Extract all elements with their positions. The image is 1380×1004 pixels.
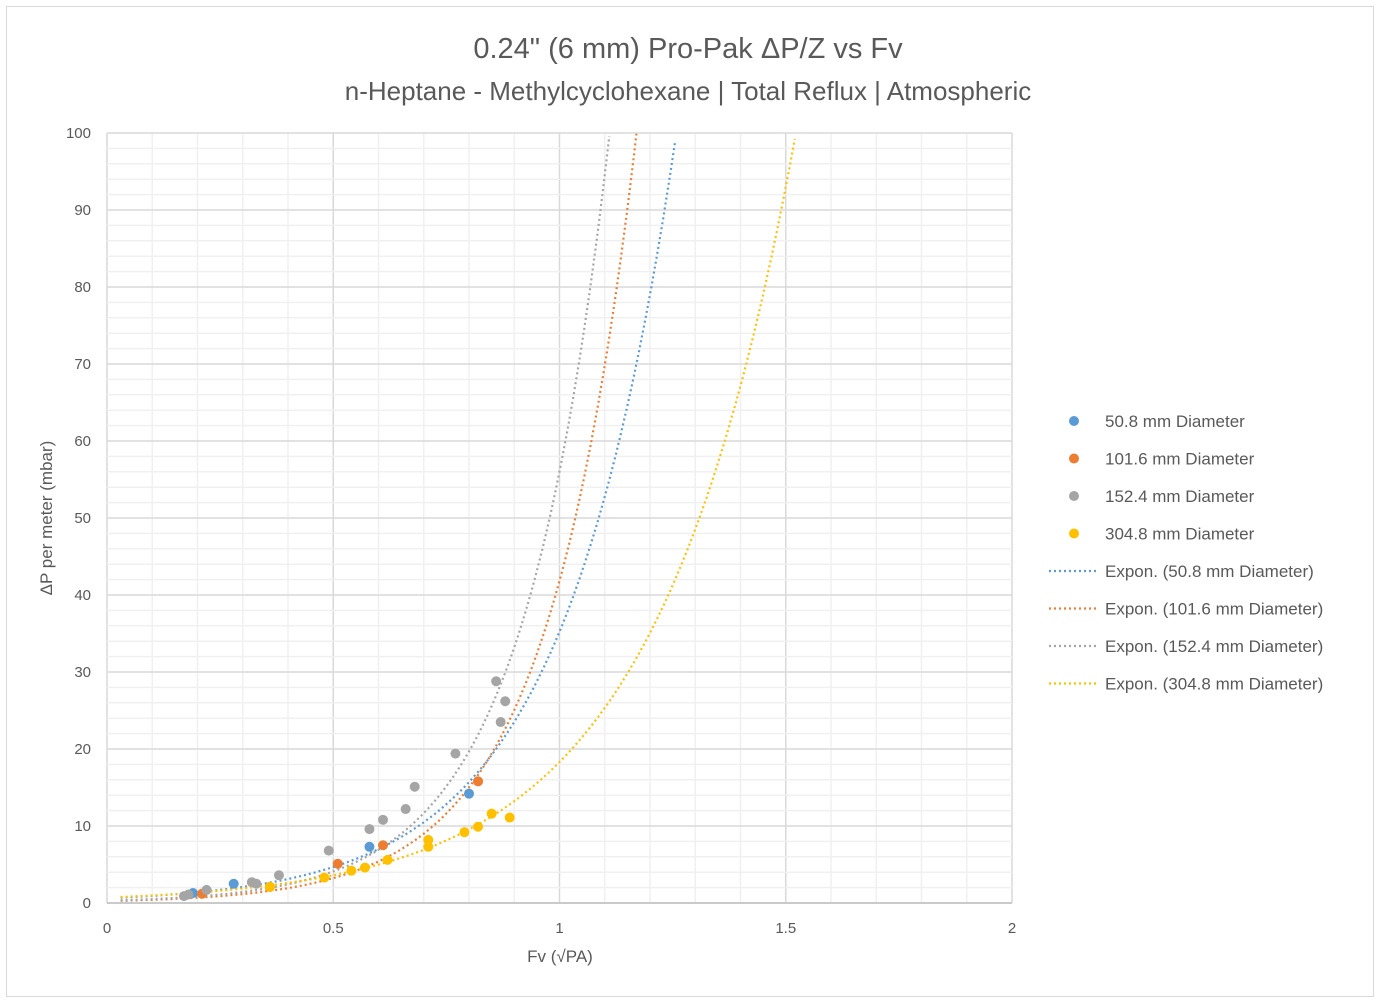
data-point: [459, 827, 470, 838]
y-tick-label: 20: [74, 741, 91, 758]
x-tick-label: 2: [1008, 920, 1016, 937]
data-point: [359, 862, 370, 873]
legend-label: 101.6 mm Diameter: [1105, 450, 1255, 469]
legend-marker: [1069, 491, 1079, 501]
data-point: [409, 781, 420, 792]
y-tick-label: 100: [66, 125, 91, 142]
y-tick-label: 70: [74, 356, 91, 373]
data-point: [486, 808, 497, 819]
y-tick-label: 80: [74, 279, 91, 296]
legend-label: 152.4 mm Diameter: [1105, 487, 1255, 506]
data-point: [183, 889, 194, 900]
data-point: [473, 821, 484, 832]
y-tick-label: 90: [74, 202, 91, 219]
data-point: [500, 696, 511, 707]
data-point: [201, 884, 212, 895]
legend-label: Expon. (101.6 mm Diameter): [1105, 600, 1323, 619]
data-point: [504, 812, 515, 823]
data-point: [323, 845, 334, 856]
data-point: [491, 676, 502, 687]
trendline: [120, 142, 676, 899]
legend-label: 304.8 mm Diameter: [1105, 525, 1255, 544]
legend-label: 50.8 mm Diameter: [1105, 412, 1245, 431]
data-point: [251, 878, 262, 889]
data-point: [378, 814, 389, 825]
data-points: [178, 676, 515, 902]
x-axis-label: Fv (√PA): [527, 947, 593, 966]
legend-marker: [1069, 528, 1079, 539]
legend-label: Expon. (304.8 mm Diameter): [1105, 675, 1323, 694]
trendline: [120, 133, 638, 902]
data-point: [273, 870, 284, 881]
y-axis-label: ΔP per meter (mbar): [37, 441, 56, 596]
data-point: [264, 881, 275, 892]
chart-title: 0.24" (6 mm) Pro-Pak ΔP/Z vs Fv: [473, 33, 903, 65]
legend-label: Expon. (50.8 mm Diameter): [1105, 562, 1314, 581]
y-tick-label: 0: [83, 895, 91, 912]
data-point: [364, 824, 375, 835]
legend-label: Expon. (152.4 mm Diameter): [1105, 637, 1323, 656]
y-tick-label: 30: [74, 664, 91, 681]
chart-frame: [6, 6, 1374, 997]
data-point: [400, 804, 411, 815]
data-point: [378, 840, 389, 851]
data-point: [346, 865, 357, 876]
legend-marker: [1069, 453, 1079, 464]
data-point: [382, 854, 393, 865]
y-tick-label: 50: [74, 510, 91, 527]
legend-marker: [1069, 416, 1079, 426]
x-tick-label: 0.5: [323, 920, 344, 937]
data-point: [332, 858, 343, 869]
data-point: [450, 748, 461, 759]
data-point: [319, 872, 330, 883]
data-point: [364, 841, 375, 852]
data-point: [228, 878, 239, 889]
x-tick-label: 0: [103, 920, 111, 937]
data-point: [495, 717, 506, 728]
x-tick-label: 1.5: [775, 920, 796, 937]
data-point: [423, 834, 434, 845]
legend: 50.8 mm Diameter 101.6 mm Diameter 152.4 m…: [1049, 412, 1323, 694]
y-tick-label: 10: [74, 818, 91, 835]
chart-subtitle: n-Heptane - Methylcyclohexane | Total Re…: [345, 76, 1031, 106]
data-point: [423, 841, 434, 852]
trendline: [120, 138, 796, 899]
data-point: [464, 788, 474, 799]
y-tick-label: 40: [74, 587, 91, 604]
data-point: [473, 776, 484, 787]
y-tick-label: 60: [74, 433, 91, 450]
gridlines: [106, 132, 1013, 904]
x-tick-label: 1: [555, 920, 563, 937]
